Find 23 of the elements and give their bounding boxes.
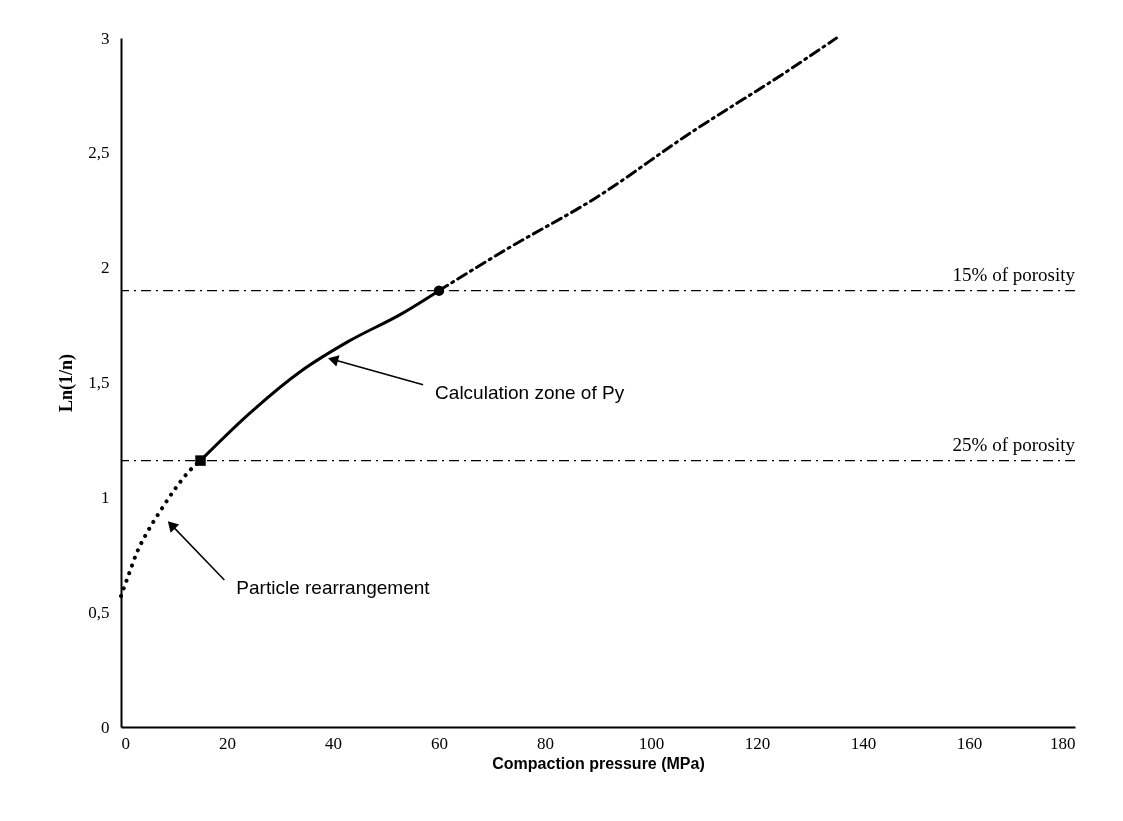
x-tick-label: 20 [219, 733, 236, 753]
y-tick-label: 2,5 [88, 143, 110, 163]
x-tick-label: 40 [325, 733, 342, 753]
x-tick-label: 140 [850, 733, 877, 753]
x-tick-label: 60 [431, 733, 448, 753]
annotation: Calculation zone of Py [435, 381, 625, 403]
x-tick-label: 100 [638, 733, 665, 753]
ref-line-label: 25% of porosity [952, 433, 1076, 455]
x-tick-label: 120 [744, 733, 771, 753]
ref-line-label: 15% of porosity [952, 263, 1076, 285]
y-tick-label: 3 [101, 28, 110, 48]
y-axis-title: Ln(1/n) [56, 353, 78, 413]
y-tick-label: 2 [101, 258, 110, 278]
y-tick-label: 0,5 [88, 602, 110, 622]
y-tick-label: 0 [101, 717, 110, 737]
x-tick-label: 80 [537, 733, 554, 753]
x-tick-label: 180 [1050, 733, 1076, 753]
x-tick-label: 0 [121, 733, 130, 753]
annotation: Particle rearrangement [236, 577, 431, 599]
x-axis-title: Compaction pressure (MPa) [492, 754, 705, 772]
y-tick-label: 1,5 [88, 373, 110, 392]
y-tick-label: 1 [101, 487, 110, 507]
x-tick-label: 160 [956, 733, 983, 753]
